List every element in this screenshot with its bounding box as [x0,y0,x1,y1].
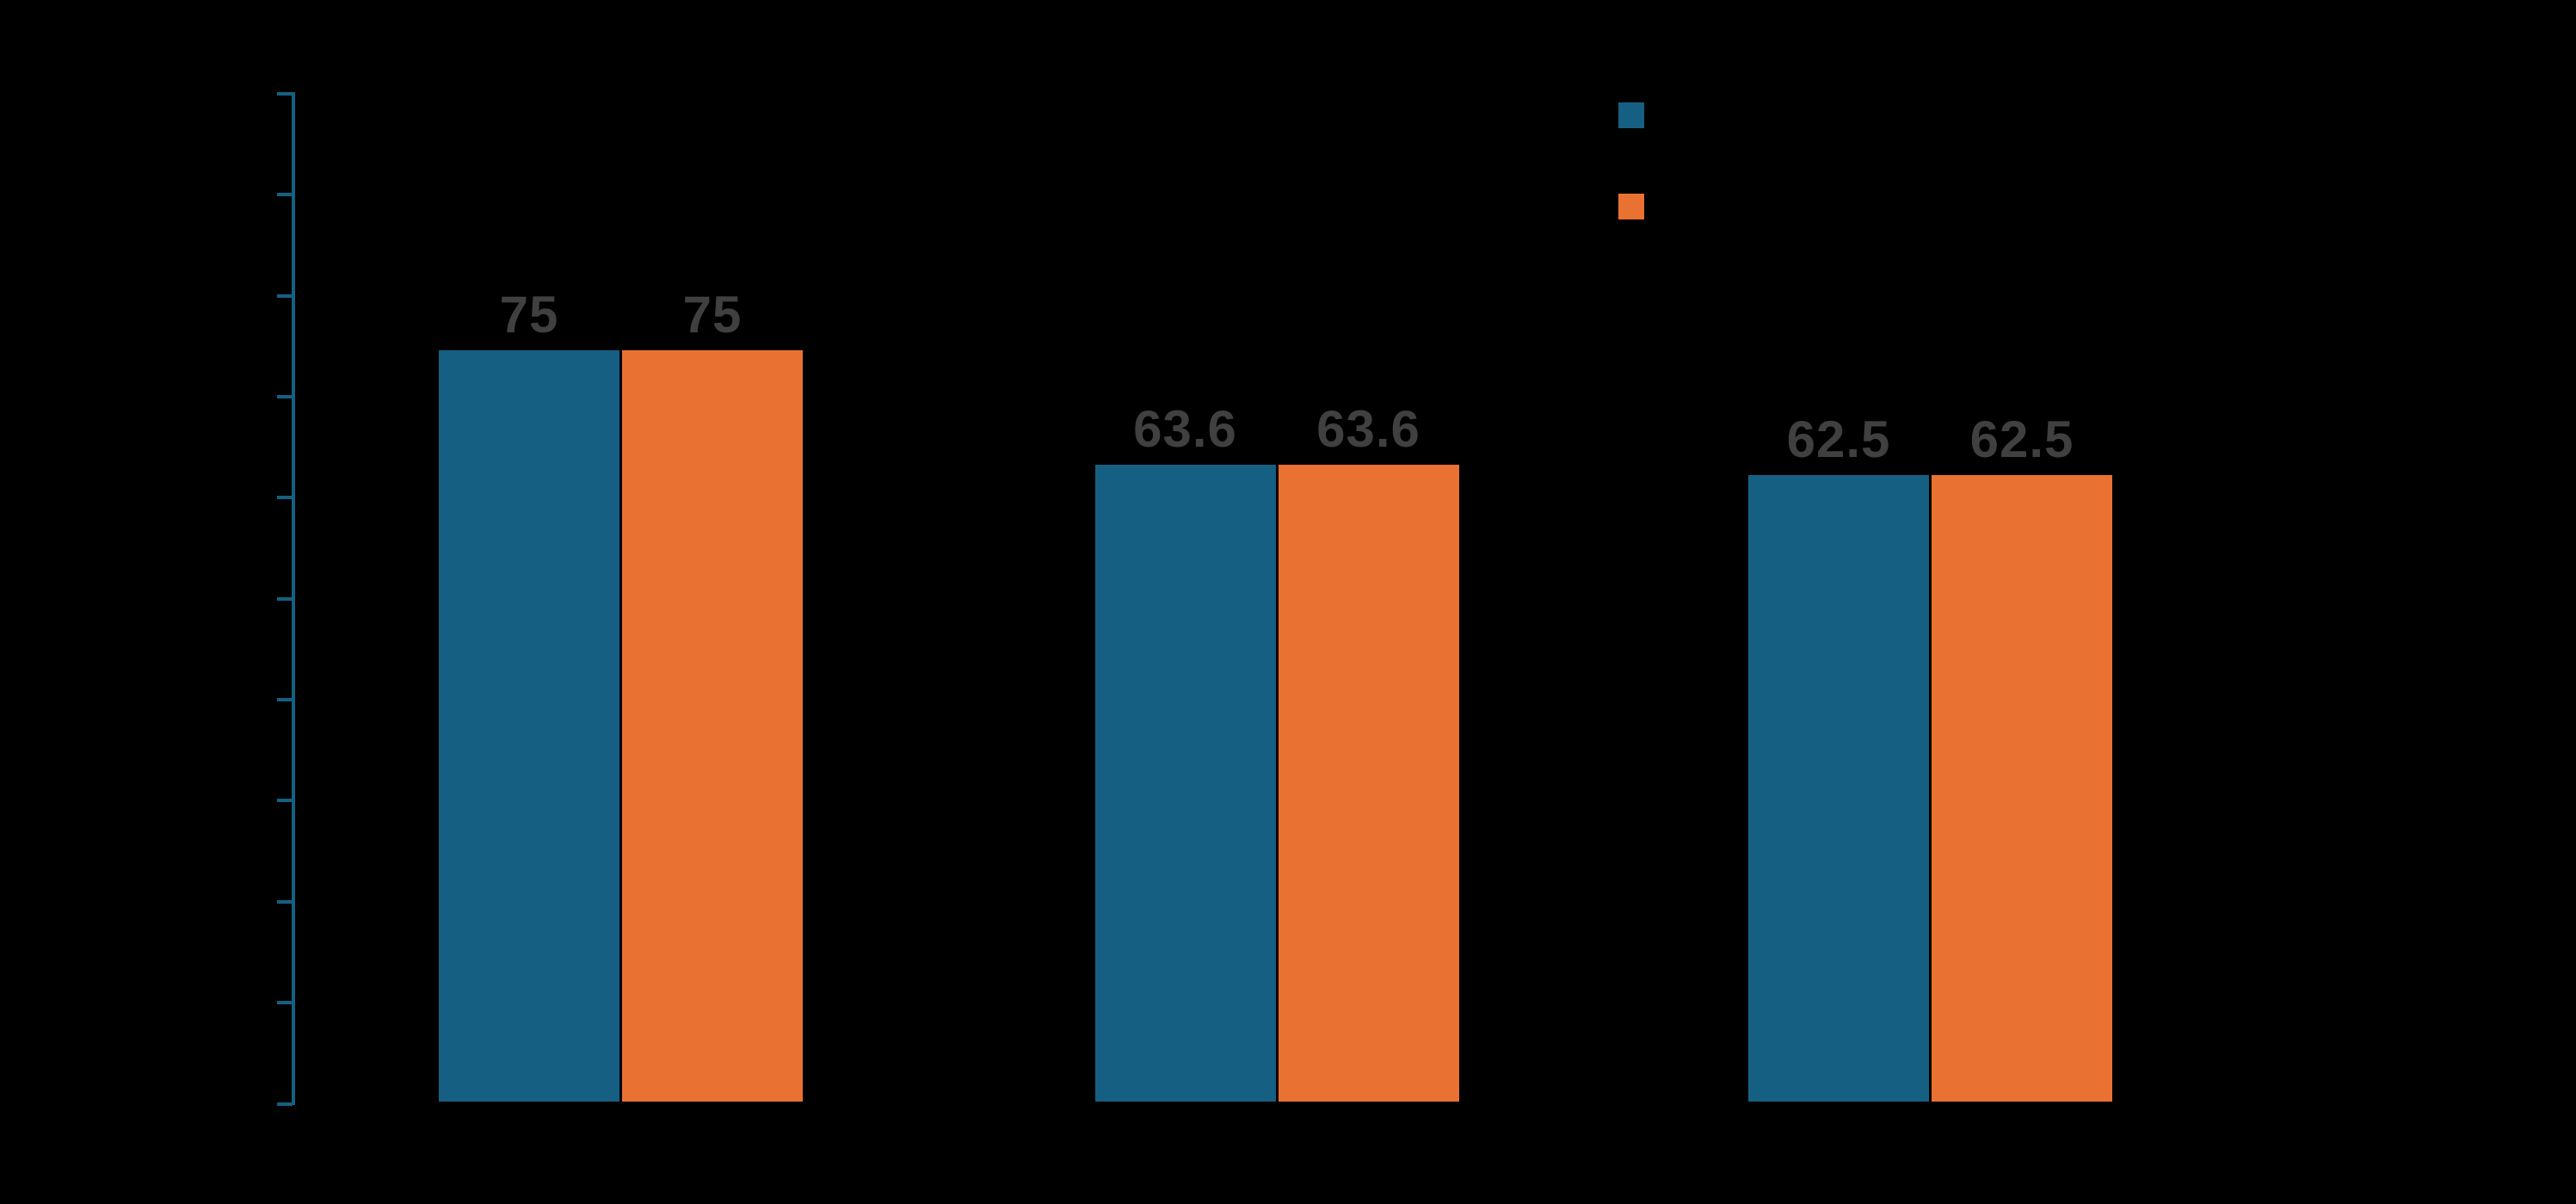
legend-swatch-series2 [1618,194,1644,219]
y-axis-tick [277,395,293,398]
bar-series1-group3 [1748,475,1929,1102]
y-axis-tick [277,193,293,196]
bar-value-label: 63.6 [1316,400,1420,458]
y-axis-spine [292,92,295,1105]
y-axis-tick [277,294,293,298]
bar-value-label: 62.5 [1786,411,1891,468]
y-axis-tick [277,799,293,802]
y-axis-tick [277,1102,293,1106]
bar-series2-group1 [622,350,803,1102]
legend-swatch-series1 [1618,102,1644,128]
bar-series2-group2 [1278,465,1459,1102]
y-axis-tick [277,900,293,904]
bar-value-label: 63.6 [1133,400,1237,458]
y-axis-tick [277,597,293,601]
y-axis-tick [277,1001,293,1004]
bar-value-label: 75 [682,286,743,343]
y-axis-tick [277,92,293,96]
y-axis-tick [277,496,293,499]
bar-series1-group2 [1094,465,1276,1102]
bar-series1-group1 [439,350,619,1102]
bar-value-label: 75 [499,286,559,343]
bar-value-label: 62.5 [1969,411,2074,468]
bar-series2-group3 [1932,475,2112,1102]
y-axis-tick [277,698,293,701]
